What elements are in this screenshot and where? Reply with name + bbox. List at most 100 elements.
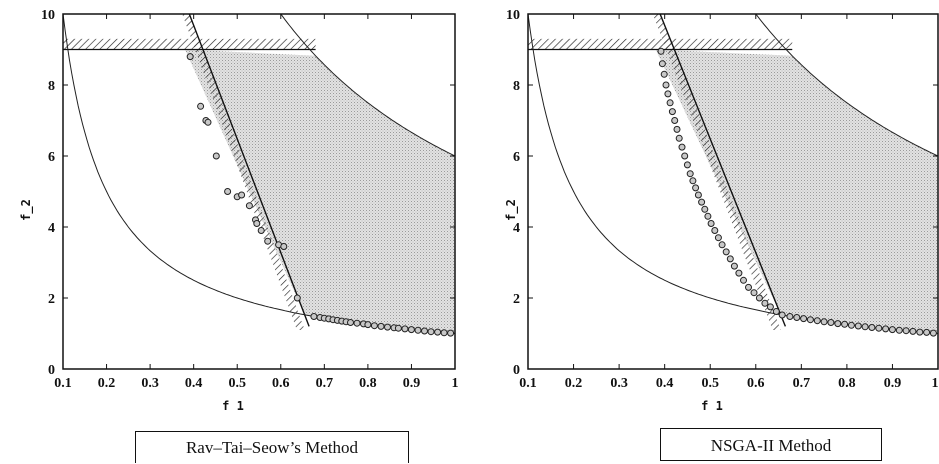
constraint-line-steep [188, 14, 310, 327]
data-point [847, 321, 855, 329]
data-point [841, 320, 849, 328]
data-point [718, 241, 726, 249]
data-point [668, 108, 676, 116]
x-tick-label: 0.1 [54, 376, 72, 391]
x-tick-label: 0.5 [701, 376, 719, 391]
x-tick-label: 0.7 [316, 376, 334, 391]
data-point [726, 255, 734, 263]
data-point [692, 184, 700, 192]
data-point [714, 234, 722, 242]
data-point [686, 170, 694, 178]
constraint-hatch-steep [652, 14, 781, 330]
data-point [766, 303, 774, 311]
x-tick-label: 0.3 [610, 376, 628, 391]
feasible-region [185, 49, 455, 334]
x-tick-label: 0.8 [359, 376, 377, 391]
y-tick-label: 10 [506, 8, 520, 23]
x-tick-label: 0.9 [884, 376, 902, 391]
data-point [923, 328, 931, 336]
data-point [786, 313, 794, 320]
data-point [257, 227, 265, 234]
data-point [280, 243, 288, 250]
x-tick-label: 0.2 [565, 376, 583, 391]
data-point [427, 328, 435, 336]
boundary-curve-upper [280, 14, 455, 157]
data-point [745, 283, 752, 291]
x-axis-label: f 1 [701, 399, 723, 413]
data-point [238, 191, 246, 199]
caption-left: Rav–Tai–Seow’s Method [135, 431, 409, 463]
data-point [671, 117, 679, 124]
y-tick-label: 0 [513, 363, 520, 378]
x-tick-label: 0.4 [656, 376, 674, 391]
x-tick-label: 1 [932, 376, 939, 391]
data-point [394, 324, 402, 332]
data-point [722, 248, 730, 256]
data-point [761, 299, 769, 307]
data-point [909, 327, 917, 335]
y-tick-label: 4 [48, 221, 55, 236]
data-point [197, 102, 205, 110]
data-point [204, 118, 212, 126]
data-point [834, 320, 842, 328]
data-point [806, 316, 814, 324]
y-axis-label: f_2 [19, 199, 34, 221]
data-point [353, 319, 361, 327]
data-point [440, 329, 448, 337]
caption-right: NSGA-II Method [660, 428, 882, 461]
data-point [740, 276, 747, 284]
y-tick-label: 8 [513, 79, 520, 94]
data-point [750, 289, 758, 297]
y-tick-label: 4 [513, 221, 520, 236]
data-point [245, 202, 253, 210]
constraint-line-steep [659, 14, 787, 327]
data-point [253, 220, 261, 227]
data-point [861, 323, 869, 331]
data-point [882, 325, 890, 333]
data-point [347, 319, 354, 326]
data-point [868, 324, 876, 331]
data-point [384, 323, 391, 331]
data-point [212, 152, 220, 160]
y-axis-label: f_2 [504, 199, 519, 221]
data-point [916, 328, 924, 336]
x-axis-label: f 1 [222, 399, 244, 413]
data-point [377, 322, 385, 330]
data-point [888, 326, 896, 334]
data-point [735, 269, 743, 277]
data-point [875, 324, 883, 332]
data-point [364, 321, 372, 329]
data-point [755, 294, 763, 302]
data-point [447, 329, 455, 337]
data-point [689, 177, 697, 185]
data-point [678, 143, 686, 151]
x-tick-label: 0.2 [98, 376, 116, 391]
data-point [730, 262, 738, 270]
data-point [694, 191, 702, 199]
y-tick-label: 2 [513, 292, 520, 307]
data-point [772, 308, 780, 315]
data-point [698, 198, 706, 206]
data-point [778, 311, 786, 319]
y-tick-label: 6 [513, 150, 520, 165]
constraint-hatch-steep [182, 14, 305, 330]
data-point [662, 81, 670, 89]
data-point [701, 205, 709, 213]
data-point [666, 99, 674, 107]
data-point [681, 152, 689, 160]
x-tick-label: 0.7 [793, 376, 811, 391]
data-point [707, 220, 715, 227]
x-tick-label: 0.6 [747, 376, 765, 391]
data-point [793, 314, 801, 321]
data-point [704, 212, 712, 220]
data-point [895, 326, 903, 334]
data-point [401, 325, 409, 333]
data-point [224, 188, 232, 195]
data-point [683, 161, 691, 169]
constraint-hatch-top [528, 38, 793, 50]
data-point [658, 60, 666, 68]
y-tick-label: 2 [48, 292, 55, 307]
data-point [310, 313, 318, 320]
